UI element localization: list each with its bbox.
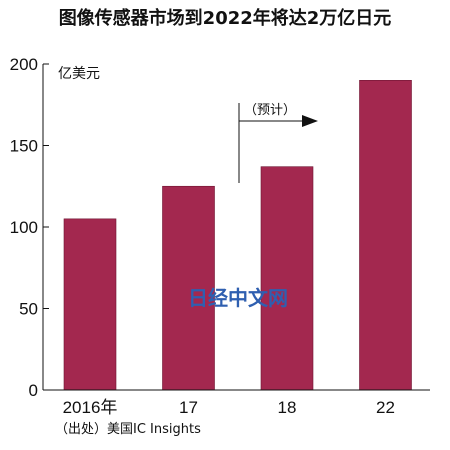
chart-title: 图像传感器市场到2022年将达2万亿日元 [59, 7, 392, 29]
x-category-label: 18 [278, 398, 297, 417]
y-tick-label: 100 [10, 218, 38, 237]
forecast-label: （预计） [244, 103, 296, 118]
y-tick-label: 50 [19, 300, 38, 319]
y-axis-unit: 亿美元 [58, 66, 100, 82]
bar-1 [162, 185, 215, 391]
x-category-label: 2016年 [63, 398, 118, 417]
x-category-label: 17 [179, 398, 198, 417]
watermark-text: 日经中文网 [188, 286, 288, 310]
bar-0 [63, 218, 117, 391]
bars [63, 80, 412, 391]
y-tick-label: 150 [10, 137, 38, 156]
y-tick-label: 200 [10, 55, 38, 74]
y-tick-label: 0 [29, 381, 38, 400]
bar-2 [260, 166, 314, 391]
bar-3 [359, 80, 412, 391]
forecast-annotation: （预计） [238, 103, 318, 183]
forecast-arrow-head [302, 115, 318, 127]
source-note: （出处）美国IC Insights [55, 422, 201, 437]
y-axis-ticks: 0 50 100 150 200 [10, 55, 49, 400]
x-category-label: 22 [376, 398, 395, 417]
x-axis-labels: 2016年 17 18 22 [63, 398, 395, 417]
